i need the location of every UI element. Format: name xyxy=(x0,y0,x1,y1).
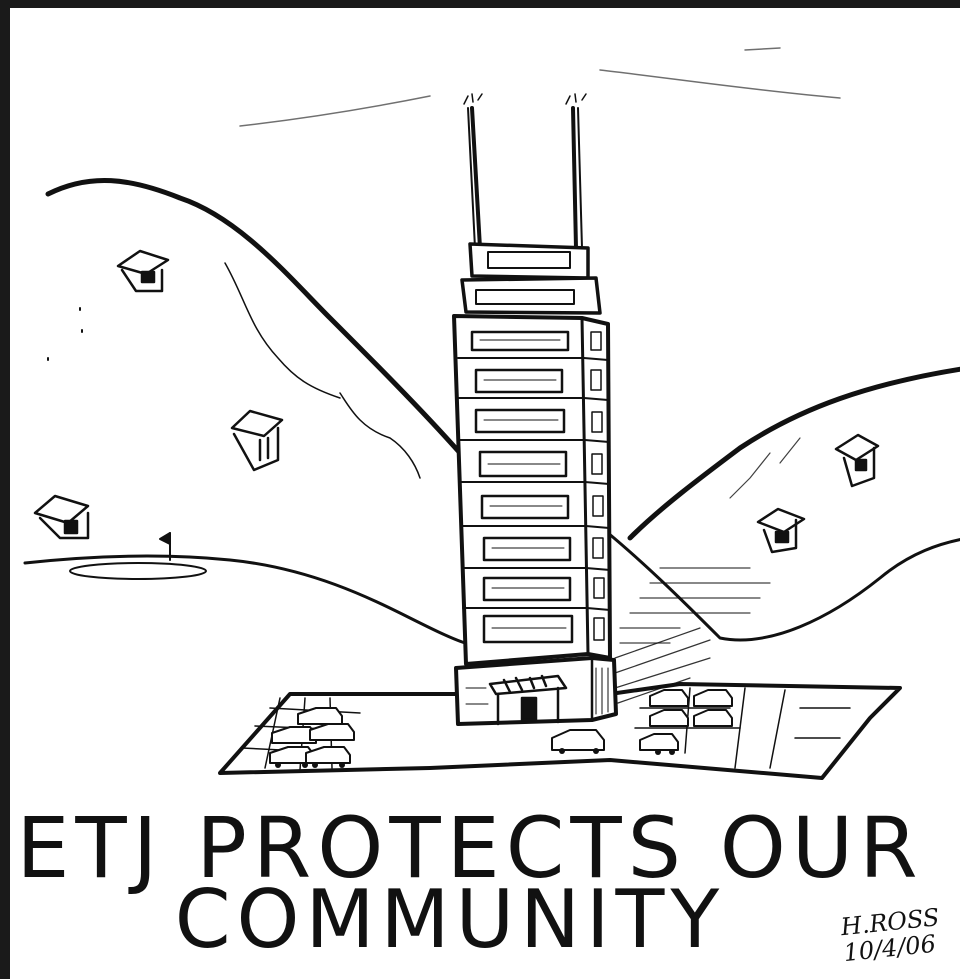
left-hill-texture xyxy=(224,262,421,479)
car-wheels xyxy=(275,748,675,768)
specks xyxy=(47,307,83,361)
tower-crown xyxy=(460,242,602,315)
cartoon-illustration xyxy=(23,47,960,780)
ground-line xyxy=(23,554,467,645)
house-4 xyxy=(834,433,880,488)
tower-antennas xyxy=(467,106,583,250)
tower-windows xyxy=(470,330,574,644)
house-5 xyxy=(756,507,806,554)
left-hill xyxy=(45,177,463,456)
right-lower-hill xyxy=(606,531,960,642)
tower-shadow xyxy=(614,627,711,704)
tower-side-windows xyxy=(590,331,605,641)
caption-line-2: COMMUNITY xyxy=(174,873,726,966)
sky-wisps xyxy=(239,47,841,127)
tower-entrance xyxy=(488,674,568,726)
tower-crown-windows xyxy=(475,251,575,305)
base-hatching xyxy=(465,667,609,715)
antenna-sparks xyxy=(463,93,587,105)
tower-side-edge xyxy=(580,316,590,656)
house-2 xyxy=(230,409,284,472)
right-hill-texture xyxy=(619,437,801,644)
tower-floors xyxy=(457,357,611,611)
house-1 xyxy=(116,249,170,293)
right-hill xyxy=(627,366,960,541)
pond xyxy=(69,562,207,580)
house-3 xyxy=(33,494,90,540)
caption-line-1: ETJ PROTECTS OUR xyxy=(16,799,924,897)
cars xyxy=(269,689,733,764)
golf-flag xyxy=(159,532,171,561)
window-ticks xyxy=(479,339,567,629)
